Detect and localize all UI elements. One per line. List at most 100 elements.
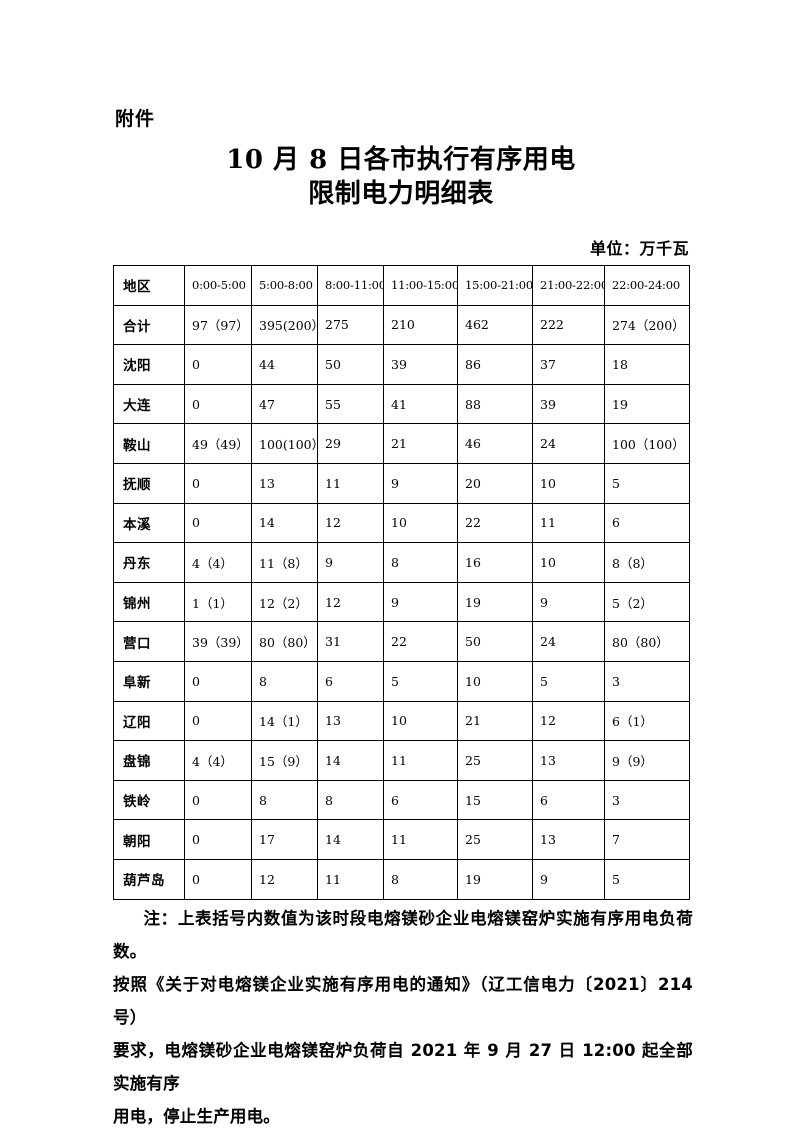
table-cell-value: 6 (604, 502, 690, 544)
column-header-timeslot: 21:00-22:00 (532, 265, 605, 306)
table-cell-value: 5 (604, 462, 690, 504)
column-header-timeslot: 0:00-5:00 (184, 265, 252, 306)
table-cell-value: 11（8） (251, 542, 318, 583)
table-cell-value: 8 (383, 858, 458, 900)
column-header-timeslot: 11:00-15:00 (383, 265, 458, 306)
table-cell-value: 22 (457, 502, 533, 544)
table-cell-value: 14 (251, 502, 318, 544)
table-cell-value: 222 (532, 304, 605, 346)
table-cell-region: 锦州 (113, 581, 185, 623)
table-row: 阜新 0 8 6 5 10 5 3 (113, 660, 690, 702)
column-header-timeslot: 15:00-21:00 (457, 265, 533, 306)
table-cell-value: 5 (604, 858, 690, 900)
table-cell-value: 8 (251, 660, 318, 702)
table-cell-value: 5（2） (604, 581, 690, 623)
table-cell-value: 11 (532, 502, 605, 544)
footnote-line-3: 要求，电熔镁砂企业电熔镁窑炉负荷自 2021 年 9 月 27 日 12:00 … (113, 1041, 693, 1093)
table-cell-value: 24 (532, 621, 605, 662)
table-cell-value: 88 (457, 383, 533, 425)
table-cell-value: 31 (317, 621, 384, 662)
table-cell-value: 0 (184, 660, 252, 702)
table-cell-value: 4（4） (184, 542, 252, 583)
table-cell-value: 13 (532, 819, 605, 860)
table-cell-value: 5 (532, 660, 605, 702)
table-cell-region: 合计 (113, 304, 185, 346)
table-cell-region: 葫芦岛 (113, 858, 185, 900)
table-row: 铁岭 0 8 8 6 15 6 3 (113, 779, 690, 821)
table-cell-value: 80（80） (251, 621, 318, 662)
table-cell-region: 辽阳 (113, 700, 185, 742)
power-limit-table: 地区 0:00-5:00 5:00-8:00 8:00-11:00 11:00-15:0… (113, 265, 690, 900)
table-cell-value: 12（2） (251, 581, 318, 623)
table-cell-region: 抚顺 (113, 462, 185, 504)
table-cell-value: 13 (251, 462, 318, 504)
attachment-label: 附件 (115, 108, 156, 130)
table-cell-value: 12 (317, 581, 384, 623)
table-cell-value: 14 (317, 740, 384, 781)
table-cell-value: 8 (251, 779, 318, 821)
table-cell-region: 盘锦 (113, 740, 185, 781)
table-cell-region: 营口 (113, 621, 185, 662)
table-cell-value: 86 (457, 344, 533, 385)
table-cell-value: 10 (383, 700, 458, 742)
table-cell-value: 97（97） (184, 304, 252, 346)
table-cell-value: 275 (317, 304, 384, 346)
page-title-line-1: 10 月 8 日各市执行有序用电 (226, 145, 576, 175)
footnote: 注：上表括号内数值为该时段电熔镁砂企业电熔镁窑炉实施有序用电负荷数。 按照《关于… (113, 902, 693, 1133)
table-cell-value: 6（1） (604, 700, 690, 742)
table-cell-value: 19 (457, 581, 533, 623)
table-cell-value: 9 (317, 542, 384, 583)
power-limit-table-container: 地区 0:00-5:00 5:00-8:00 8:00-11:00 11:00-15:0… (113, 265, 690, 900)
table-row: 葫芦岛 0 12 11 8 19 9 5 (113, 858, 690, 900)
table-cell-value: 3 (604, 660, 690, 702)
table-cell-region: 丹东 (113, 542, 185, 583)
table-cell-value: 19 (457, 858, 533, 900)
table-cell-value: 15（9） (251, 740, 318, 781)
table-cell-value: 14（1） (251, 700, 318, 742)
table-row: 丹东 4（4） 11（8） 9 8 16 10 8（8） (113, 542, 690, 583)
table-cell-value: 9 (383, 581, 458, 623)
table-cell-value: 50 (317, 344, 384, 385)
table-cell-value: 21 (457, 700, 533, 742)
table-cell-value: 19 (604, 383, 690, 425)
table-cell-region: 朝阳 (113, 819, 185, 860)
table-cell-value: 6 (317, 660, 384, 702)
table-row: 抚顺 0 13 11 9 20 10 5 (113, 462, 690, 504)
table-cell-value: 10 (532, 542, 605, 583)
table-cell-value: 7 (604, 819, 690, 860)
table-cell-value: 10 (457, 660, 533, 702)
table-cell-value: 22 (383, 621, 458, 662)
table-cell-value: 11 (383, 740, 458, 781)
table-cell-value: 100（100） (604, 423, 690, 464)
table-cell-value: 0 (184, 858, 252, 900)
table-cell-region: 阜新 (113, 660, 185, 702)
table-cell-value: 10 (383, 502, 458, 544)
table-cell-value: 47 (251, 383, 318, 425)
table-cell-value: 0 (184, 462, 252, 504)
table-cell-value: 29 (317, 423, 384, 464)
table-cell-value: 39 (383, 344, 458, 385)
table-cell-value: 17 (251, 819, 318, 860)
table-row: 沈阳 0 44 50 39 86 37 18 (113, 344, 690, 385)
footnote-line-1-text: 注：上表括号内数值为该时段电熔镁砂企业电熔镁窑炉实施有序用电负荷数。 (113, 909, 693, 961)
table-row: 朝阳 0 17 14 11 25 13 7 (113, 819, 690, 860)
table-header-row: 地区 0:00-5:00 5:00-8:00 8:00-11:00 11:00-15:0… (113, 265, 690, 306)
table-cell-value: 8（8） (604, 542, 690, 583)
table-cell-value: 5 (383, 660, 458, 702)
table-row: 营口 39（39） 80（80） 31 22 50 24 80（80） (113, 621, 690, 662)
table-cell-value: 37 (532, 344, 605, 385)
page-title-line-2: 限制电力明细表 (308, 179, 494, 209)
table-cell-value: 9 (532, 858, 605, 900)
footnote-line-4: 用电，停止生产用电。 (113, 1107, 280, 1126)
table-row: 盘锦 4（4） 15（9） 14 11 25 13 9（9） (113, 740, 690, 781)
table-cell-region: 本溪 (113, 502, 185, 544)
footnote-line-2: 按照《关于对电熔镁企业实施有序用电的通知》（辽工信电力〔2021〕214 号） (113, 975, 693, 1027)
table-cell-value: 46 (457, 423, 533, 464)
table-cell-value: 18 (604, 344, 690, 385)
table-cell-value: 39（39） (184, 621, 252, 662)
table-cell-region: 大连 (113, 383, 185, 425)
table-cell-value: 21 (383, 423, 458, 464)
table-row: 辽阳 0 14（1） 13 10 21 12 6（1） (113, 700, 690, 742)
